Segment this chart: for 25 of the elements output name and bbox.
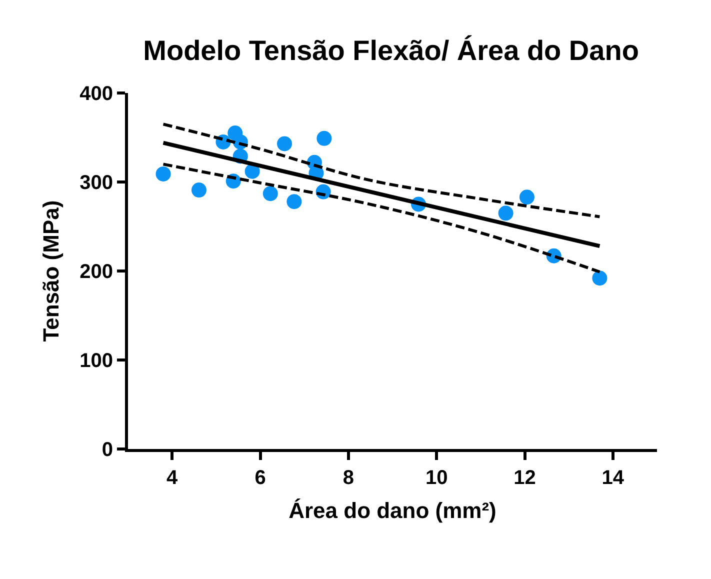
y-tick-label: 300 bbox=[80, 172, 113, 194]
point bbox=[277, 136, 292, 152]
y-tick-label: 200 bbox=[80, 261, 113, 283]
y-axis-title: Tensão (MPa) bbox=[38, 200, 64, 342]
x-tick-label: 6 bbox=[254, 467, 266, 489]
x-tick-label: 10 bbox=[425, 467, 448, 489]
x-tick-label: 4 bbox=[166, 467, 179, 489]
point bbox=[519, 190, 534, 205]
point bbox=[244, 164, 260, 179]
chart-title: Modelo Tensão Flexão/ Área do Dano bbox=[143, 35, 639, 66]
x-tick-label: 12 bbox=[514, 467, 536, 489]
line-series bbox=[162, 122, 602, 218]
x-tick-label: 14 bbox=[602, 467, 625, 489]
y-tick-label: 400 bbox=[80, 83, 113, 105]
y-tick-label: 100 bbox=[80, 350, 113, 372]
point bbox=[286, 194, 302, 210]
point bbox=[498, 206, 514, 221]
point bbox=[156, 166, 171, 182]
y-tick-label: 0 bbox=[102, 439, 113, 461]
point bbox=[262, 186, 278, 202]
point bbox=[592, 270, 608, 286]
point bbox=[316, 130, 332, 146]
point bbox=[191, 182, 206, 198]
x-tick-label: 8 bbox=[342, 467, 354, 489]
x-axis-title: Área do dano (mm²) bbox=[288, 498, 496, 523]
